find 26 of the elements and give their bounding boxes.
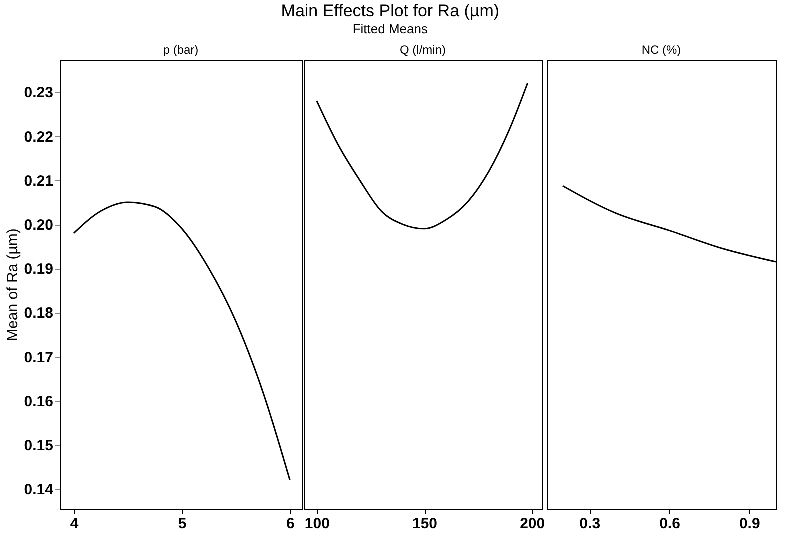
y-axis-title: Mean of Ra (µm) <box>4 228 22 342</box>
y-tick-label: 0.23 <box>24 84 54 102</box>
x-tick-label: 4 <box>70 516 80 532</box>
x-tick-label: 0.9 <box>739 516 760 532</box>
y-tick-label: 0.14 <box>24 482 54 499</box>
line-series <box>73 202 291 482</box>
x-tick-label: 0.6 <box>660 516 680 532</box>
x-tick-label: 0.3 <box>580 516 601 532</box>
x-axis-title: p (bar) <box>163 43 199 57</box>
chart-title: Main Effects Plot for Ra (µm) <box>281 2 500 20</box>
x-tick-label: 200 <box>520 516 546 532</box>
y-tick-label: 0.17 <box>24 349 54 366</box>
x-tick-label: 150 <box>412 516 438 532</box>
x-tick-label: 100 <box>304 516 330 532</box>
x-axis-title: NC (%) <box>642 43 682 57</box>
chart-subtitle: Fitted Means <box>352 22 428 36</box>
y-tick-label: 0.22 <box>24 128 54 146</box>
x-axis-title: Q (l/min) <box>400 43 446 57</box>
y-tick-label: 0.21 <box>24 172 54 190</box>
y-tick-label: 0.19 <box>24 261 54 278</box>
y-tick-label: 0.18 <box>24 305 54 322</box>
x-tick-label: 6 <box>286 516 295 532</box>
y-tick-label: 0.16 <box>24 393 54 410</box>
x-tick-label: 5 <box>178 516 187 532</box>
y-tick-label: 0.20 <box>24 217 54 234</box>
y-tick-label: 0.15 <box>24 438 54 455</box>
